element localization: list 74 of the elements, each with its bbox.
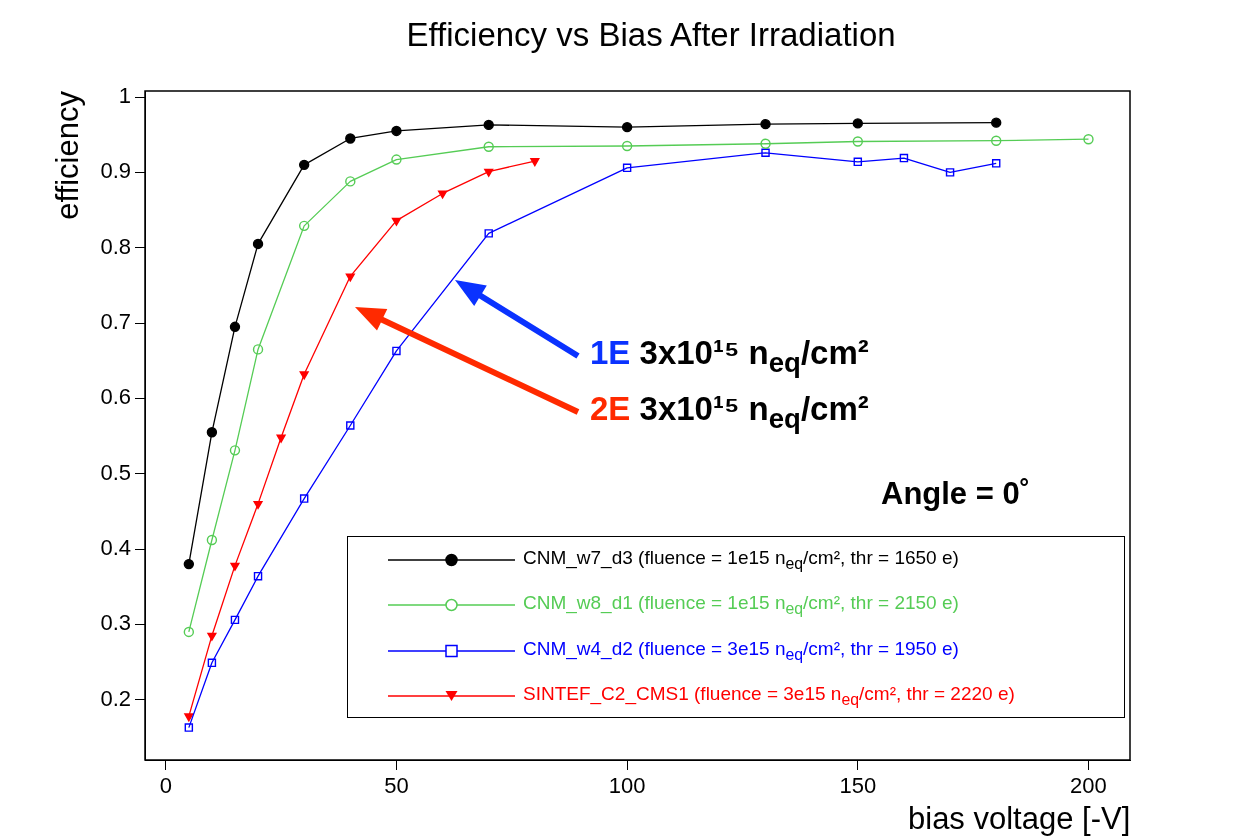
point (945, 168, 955, 177)
y-axis-title: efficiency (50, 91, 85, 220)
point (183, 558, 195, 570)
point (229, 445, 241, 456)
point (230, 562, 240, 571)
point (991, 159, 1001, 168)
point (991, 135, 1002, 146)
point (853, 157, 863, 167)
point (483, 119, 494, 131)
x-tick-label: 50 (384, 773, 409, 799)
y-tick-label: 0.5 (100, 459, 131, 485)
point (230, 615, 240, 625)
point (483, 141, 494, 152)
point (622, 163, 632, 173)
point (184, 723, 194, 732)
point (183, 626, 195, 638)
point (760, 138, 771, 149)
point (899, 153, 909, 163)
point (391, 125, 402, 137)
point (761, 148, 770, 158)
point (852, 118, 863, 129)
point (760, 118, 771, 130)
text: CNM_w7_d3 (fluence = 1e15 n$_{eq}$/cm², thr = 1650 e) (523, 546, 959, 573)
y-tick-label: 0.8 (100, 233, 131, 259)
point (253, 571, 263, 581)
text: CNM_w4_d2 (fluence = 3e15 n$_{eq}$/cm², thr = 1950 e) (523, 637, 959, 664)
y-tick-label: 0.9 (100, 158, 131, 184)
point (207, 632, 217, 641)
point (391, 217, 402, 226)
x-tick-label: 100 (608, 773, 646, 799)
text: SINTEF_C2_CMS1 (fluence = 3e15 n$_{eq}$/cm², thr = 2220 e) (523, 683, 1015, 709)
y-tick-label: 0.6 (100, 384, 131, 410)
annotation: Angle = 0˚ (881, 476, 1031, 511)
y-tick-label: 1 (118, 83, 131, 109)
point (345, 273, 355, 282)
point (229, 321, 241, 333)
point (621, 140, 633, 152)
point (206, 427, 218, 438)
point (991, 117, 1002, 128)
annotation: 1E 3x10¹⁵ n$_{eq}$/cm² (590, 334, 869, 378)
point (299, 371, 309, 380)
point (206, 534, 218, 546)
text: CNM_w8_d1 (fluence = 1e15 n$_{eq}$/cm², thr = 2150 e) (523, 592, 959, 618)
point (252, 238, 264, 250)
point (253, 500, 263, 510)
point (184, 713, 194, 722)
point (621, 121, 633, 133)
x-tick-label: 0 (159, 773, 172, 799)
point (437, 190, 448, 199)
y-tick-label: 0.3 (100, 610, 131, 636)
point (276, 434, 286, 443)
x-axis-title: bias voltage [-V] (908, 801, 1131, 836)
point (346, 421, 355, 430)
point (298, 159, 310, 171)
point (345, 133, 356, 144)
point (299, 494, 309, 503)
point (852, 136, 863, 147)
point (392, 346, 401, 356)
point (484, 168, 494, 177)
y-tick-label: 0.7 (100, 309, 131, 335)
chart-title: Efficiency vs Bias After Irradiation (406, 16, 896, 53)
point (298, 220, 310, 232)
point (484, 229, 493, 238)
point (252, 344, 264, 355)
point (530, 158, 540, 167)
point (391, 154, 402, 165)
point (207, 658, 217, 668)
annotation: 2E 3x10¹⁵ n$_{eq}$/cm² (590, 390, 869, 434)
point (345, 176, 356, 187)
y-tick-label: 0.4 (100, 535, 131, 561)
x-tick-label: 150 (839, 773, 877, 799)
y-tick-label: 0.2 (100, 685, 131, 711)
point (1083, 134, 1094, 145)
x-tick-label: 200 (1070, 773, 1107, 799)
